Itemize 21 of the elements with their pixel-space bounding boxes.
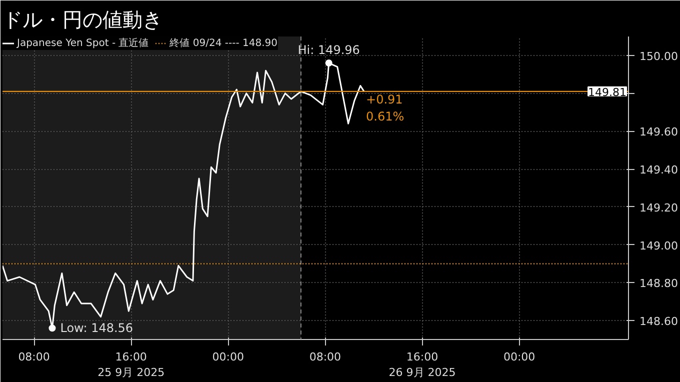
x-tick-label: 00:00 xyxy=(503,350,536,364)
y-tick-label: 149.00 xyxy=(640,239,678,252)
x-tick-label: 08:00 xyxy=(309,350,342,364)
chart-title: ドル・円の値動き xyxy=(2,8,162,32)
annotation: +0.91 xyxy=(366,92,403,106)
ref-line-label: 149.81 xyxy=(588,86,627,99)
legend-label: Japanese Yen Spot - 直近値 xyxy=(17,36,149,50)
x-tick-label: 16:00 26 9月 2025 xyxy=(388,350,456,380)
y-tick-label: 149.20 xyxy=(640,201,678,214)
annotation: Low: 148.56 xyxy=(60,321,134,336)
x-tick-label: 00:00 xyxy=(212,350,244,364)
y-tick-label: 148.60 xyxy=(640,315,678,328)
x-tick-label: 16:00 25 9月 2025 xyxy=(98,350,165,380)
y-tick-label: 148.80 xyxy=(640,277,678,290)
annotation: Hi: 149.96 xyxy=(298,43,360,58)
x-tick-label: 08:00 xyxy=(18,350,50,364)
legend-label: 終値 09/24 ---- 148.90 xyxy=(170,37,278,50)
y-tick-label: 149.40 xyxy=(640,164,678,177)
y-tick-label: 149.60 xyxy=(640,126,678,139)
annotation: 0.61% xyxy=(366,109,404,124)
y-tick-label: 150.00 xyxy=(640,50,678,63)
